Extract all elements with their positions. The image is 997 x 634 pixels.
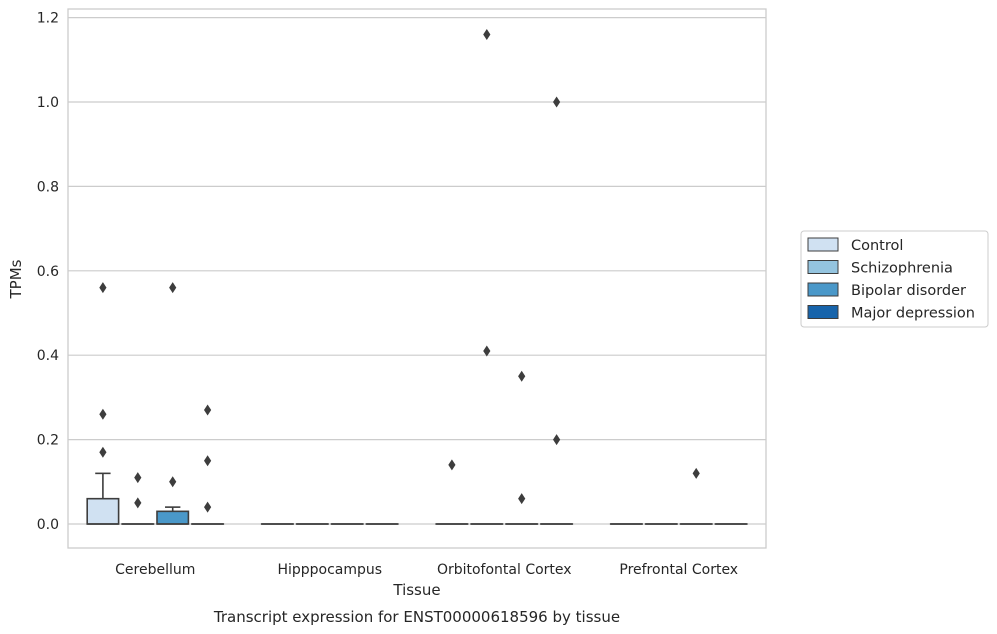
boxes (86, 472, 748, 525)
legend: Control Schizophrenia Bipolar disorder Majo… (800, 230, 989, 328)
legend-swatch (807, 260, 839, 274)
legend-label: Bipolar disorder (851, 283, 966, 299)
x-tick-label: Orbitofontal Cortex (437, 562, 572, 578)
box-bipolar-disorder (156, 506, 190, 525)
outlier-point (204, 455, 212, 467)
y-axis-tick-labels: 0.0 0.2 0.4 0.6 0.8 1.0 1.2 (37, 11, 59, 533)
y-axis-title: TPMs (7, 259, 25, 299)
outlier-point (518, 493, 526, 505)
legend-swatch (807, 282, 839, 297)
outlier-point (553, 434, 561, 446)
x-tick-label: Cerebellum (115, 562, 195, 578)
gridlines (68, 17, 766, 525)
y-tick-label: 0.4 (37, 348, 59, 364)
legend-swatch (807, 305, 839, 319)
outlier-point (483, 28, 491, 40)
x-axis-tick-labels: Cerebellum Hipppocampus Orbitofontal Corte… (115, 562, 738, 578)
outlier-point (99, 282, 107, 294)
x-axis-title: Tissue (392, 581, 440, 599)
plot-area-frame (67, 8, 767, 549)
x-tick-label: Hipppocampus (277, 562, 382, 578)
legend-swatch (807, 237, 839, 252)
outlier-point (169, 282, 177, 294)
y-tick-label: 1.2 (37, 11, 59, 27)
legend-frame (800, 230, 989, 328)
outlier-points (99, 28, 700, 513)
outlier-point (204, 404, 212, 416)
y-tick-label: 1.0 (37, 95, 59, 111)
outlier-point (448, 459, 456, 471)
outlier-point (99, 408, 107, 420)
outlier-point (692, 467, 700, 479)
outlier-point (553, 96, 561, 108)
legend-label: Major depression (851, 306, 975, 322)
outlier-point (518, 370, 526, 382)
box-body (86, 497, 120, 525)
y-tick-label: 0.6 (37, 264, 59, 280)
outlier-point (204, 501, 212, 513)
outlier-point (134, 497, 142, 509)
outlier-point (169, 476, 177, 488)
legend-label: Schizophrenia (851, 261, 953, 277)
box-control (86, 472, 120, 525)
box-body (156, 510, 190, 525)
outlier-point (483, 345, 491, 357)
chart-caption: Transcript expression for ENST0000061859… (213, 608, 620, 626)
y-tick-label: 0.0 (37, 517, 59, 533)
legend-entries: Control Schizophrenia Bipolar disorder Majo… (807, 237, 975, 322)
legend-label: Control (851, 238, 903, 254)
y-tick-label: 0.2 (37, 433, 59, 449)
y-tick-label: 0.8 (37, 179, 59, 195)
outlier-point (134, 472, 142, 484)
x-tick-label: Prefrontal Cortex (619, 562, 738, 578)
outlier-point (99, 446, 107, 458)
